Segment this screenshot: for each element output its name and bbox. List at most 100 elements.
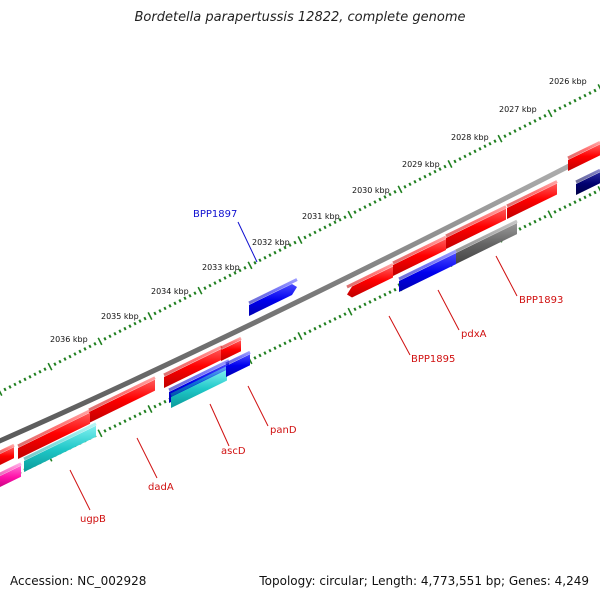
gene-feature-fwd-1[interactable] [346, 263, 394, 298]
gene-feature-fwd-6-body [164, 348, 222, 388]
gene-feature-fwd-8[interactable] [88, 376, 156, 423]
gene-features [0, 140, 600, 489]
outer-tick-51 [253, 261, 257, 265]
gene-feature-fwd-10-body [0, 447, 14, 466]
inner-tick-119 [593, 190, 597, 195]
inner-tick-120 [597, 186, 600, 192]
outer-tick-40 [197, 286, 203, 295]
accession-label: Accession: NC_002928 [10, 574, 147, 588]
gene-feature-fwd-2[interactable] [392, 235, 447, 276]
gene-feature-fwd-7-body [221, 340, 241, 361]
outer-tick-103 [513, 129, 517, 133]
leader-line-dada [136, 437, 158, 479]
gene-feature-fwd-5-top-edge [567, 140, 600, 160]
gene-label-bpp1893[interactable]: BPP1893 [519, 295, 563, 306]
inner-tick-104 [518, 227, 522, 231]
outer-tick-73 [363, 205, 367, 209]
inner-tick-59 [293, 336, 297, 341]
gene-feature-pdxa-body [399, 253, 456, 292]
outer-tick-108 [538, 116, 542, 121]
leader-line-bpp1893 [495, 255, 518, 297]
outer-tick-20 [97, 337, 103, 346]
outer-tick-67 [333, 220, 337, 225]
gene-label-pand[interactable]: panD [270, 425, 297, 436]
gene-feature-fwd-3[interactable] [445, 205, 507, 249]
outer-tick-89 [443, 164, 447, 169]
outer-tick-117 [583, 93, 587, 98]
gene-label-bpp1895[interactable]: BPP1895 [411, 354, 455, 365]
gene-feature-pdxa[interactable] [398, 249, 457, 292]
outer-tick-106 [528, 121, 532, 126]
gene-feature-fwd-7[interactable] [220, 336, 242, 361]
gene-label-pdxa[interactable]: pdxA [461, 329, 487, 340]
outer-tick-49 [243, 266, 247, 270]
gene-feature-fwd-10[interactable] [0, 443, 15, 467]
inner-tick-106 [528, 222, 532, 226]
inner-tick-116 [578, 197, 582, 202]
inner-tick-117 [583, 195, 587, 200]
gene-feature-fwd-9[interactable] [17, 409, 91, 459]
outer-tick-86 [428, 172, 432, 176]
inner-tick-70 [347, 307, 353, 316]
outer-tick-11 [53, 362, 57, 366]
outer-tick-3 [13, 382, 17, 387]
inner-tick-52 [258, 353, 262, 358]
outer-tick-8 [38, 369, 42, 374]
outer-tick-101 [503, 134, 507, 138]
gene-label-ugpb[interactable]: ugpB [80, 514, 106, 525]
tick-label-2032: 2032 kbp [252, 238, 290, 247]
inner-tick-107 [533, 219, 537, 224]
tick-label-2033: 2033 kbp [202, 263, 240, 272]
outer-tick-41 [203, 286, 207, 290]
outer-tick-43 [213, 281, 217, 285]
gene-label-ascd[interactable]: ascD [221, 446, 246, 457]
tick-label-2026: 2026 kbp [549, 77, 587, 86]
inner-tick-105 [523, 224, 527, 229]
gene-feature-rev-magenta[interactable] [0, 462, 22, 489]
inner-tick-56 [278, 343, 282, 348]
outer-tick-2 [8, 385, 12, 389]
gene-label-dada[interactable]: dadA [148, 482, 174, 493]
inner-tick-109 [543, 214, 547, 219]
gene-feature-rev-navy[interactable] [575, 168, 600, 195]
outer-tick-105 [523, 124, 527, 128]
gene-feature-pand[interactable] [225, 350, 251, 377]
outer-tick-82 [408, 182, 412, 187]
outer-tick-27 [133, 321, 137, 326]
outer-tick-83 [413, 179, 417, 184]
outer-tick-60 [297, 236, 303, 244]
inner-tick-111 [553, 210, 557, 214]
inner-tick-112 [558, 207, 562, 212]
inner-tick-71 [353, 307, 357, 312]
gene-feature-fwd-5[interactable] [567, 140, 600, 171]
inner-tick-63 [313, 326, 317, 331]
gene-label-bpp1897[interactable]: BPP1897 [193, 209, 237, 220]
gene-feature-fwd-4[interactable] [506, 180, 558, 220]
gene-feature-ascd-cyan[interactable] [170, 366, 228, 408]
outer-tick-91 [453, 159, 457, 164]
inner-tick-62 [308, 329, 312, 333]
gene-feature-pdxa-top-edge [398, 249, 457, 281]
gene-feature-ugpb[interactable] [23, 422, 97, 472]
gene-feature-pand-top-edge [225, 350, 251, 366]
outer-tick-23 [113, 331, 117, 336]
outer-tick-110 [547, 109, 553, 118]
outer-tick-80 [397, 185, 403, 194]
outer-tick-30 [147, 312, 153, 320]
gene-feature-bpp1893-strand[interactable] [455, 219, 518, 264]
gene-feature-fwd-6[interactable] [163, 345, 223, 388]
outer-tick-104 [518, 126, 522, 131]
gene-feature-ugpb-body [24, 425, 96, 472]
gene-feature-fwd-2-body [393, 239, 446, 276]
outer-tick-94 [468, 152, 472, 156]
outer-tick-116 [578, 96, 582, 100]
gene-feature-ascd-top-edge [168, 359, 230, 392]
inner-tick-66 [328, 319, 332, 324]
gene-feature-bpp1897[interactable] [248, 278, 298, 316]
inner-tick-64 [318, 324, 322, 329]
outer-tick-31 [153, 311, 157, 316]
inner-tick-29 [143, 409, 147, 414]
outer-tick-74 [368, 202, 372, 207]
outer-tick-113 [563, 103, 567, 108]
inner-tick-77 [383, 292, 387, 297]
